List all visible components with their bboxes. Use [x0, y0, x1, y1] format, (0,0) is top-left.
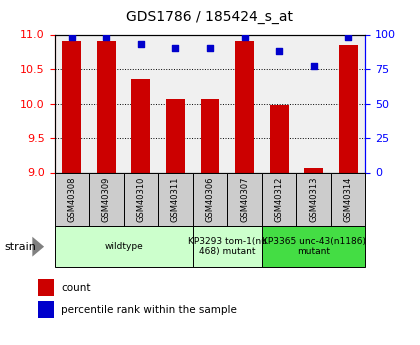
Text: GSM40310: GSM40310 — [136, 177, 145, 222]
Point — [207, 46, 213, 51]
Point — [345, 34, 352, 40]
Point — [241, 34, 248, 40]
Bar — [38, 279, 54, 296]
Text: count: count — [61, 283, 90, 293]
Text: wildtype: wildtype — [104, 242, 143, 251]
Bar — [63, 41, 81, 172]
Point — [103, 34, 110, 40]
Text: GSM40312: GSM40312 — [275, 177, 284, 222]
Polygon shape — [32, 237, 44, 257]
Bar — [131, 79, 150, 172]
Bar — [270, 105, 289, 172]
Bar — [166, 99, 185, 172]
Bar — [55, 226, 193, 267]
Bar — [227, 172, 262, 226]
Text: GDS1786 / 185424_s_at: GDS1786 / 185424_s_at — [126, 10, 294, 24]
Bar — [193, 172, 227, 226]
Bar — [89, 172, 123, 226]
Bar — [297, 172, 331, 226]
Text: GSM40309: GSM40309 — [102, 177, 111, 222]
Text: GSM40308: GSM40308 — [67, 177, 76, 222]
Bar — [339, 45, 357, 172]
Bar — [97, 41, 116, 172]
Text: GSM40306: GSM40306 — [205, 177, 215, 222]
Text: KP3293 tom-1(nu
468) mutant: KP3293 tom-1(nu 468) mutant — [188, 237, 267, 256]
Text: GSM40311: GSM40311 — [171, 177, 180, 222]
Text: percentile rank within the sample: percentile rank within the sample — [61, 305, 237, 315]
Bar — [262, 172, 297, 226]
Bar — [193, 226, 262, 267]
Text: GSM40314: GSM40314 — [344, 177, 353, 222]
Point — [172, 46, 179, 51]
Text: GSM40307: GSM40307 — [240, 177, 249, 222]
Bar — [331, 172, 365, 226]
Point — [68, 34, 75, 40]
Bar — [158, 172, 193, 226]
Point — [276, 48, 282, 54]
Text: KP3365 unc-43(n1186)
mutant: KP3365 unc-43(n1186) mutant — [262, 237, 365, 256]
Bar — [304, 168, 323, 172]
Bar — [235, 41, 254, 172]
Bar — [262, 226, 365, 267]
Bar — [200, 99, 220, 172]
Bar — [55, 172, 89, 226]
Point — [138, 41, 144, 47]
Text: strain: strain — [4, 242, 36, 252]
Bar — [123, 172, 158, 226]
Text: GSM40313: GSM40313 — [309, 177, 318, 222]
Bar — [38, 301, 54, 318]
Point — [310, 63, 317, 69]
